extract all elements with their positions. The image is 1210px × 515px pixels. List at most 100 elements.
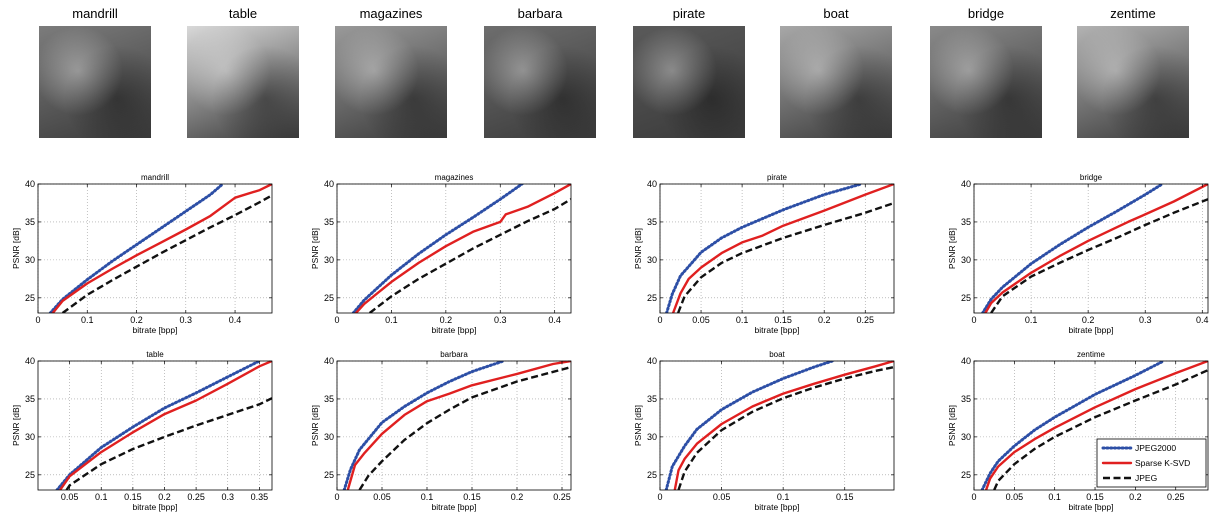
- x-tick-label: 0.2: [1129, 492, 1142, 502]
- y-tick-label: 25: [25, 470, 35, 480]
- series-sparse-k-svd: [58, 361, 272, 490]
- y-axis-label: PSNR [dB]: [947, 405, 957, 446]
- x-axis-label: bitrate [bpp]: [1069, 502, 1114, 512]
- series-jpeg2000: [48, 184, 225, 313]
- thumbnail-barbara: barbara: [481, 6, 599, 138]
- series-group: [981, 184, 1208, 313]
- series-sparse-k-svd: [51, 184, 272, 313]
- x-axis-label: bitrate [bpp]: [432, 502, 477, 512]
- y-tick-label: 30: [961, 255, 971, 265]
- plot-title: mandrill: [141, 173, 169, 182]
- x-axis-label: bitrate [bpp]: [1069, 325, 1114, 335]
- legend-label: JPEG: [1135, 473, 1157, 483]
- x-tick-label: 0.3: [180, 315, 193, 325]
- y-tick-label: 35: [647, 394, 657, 404]
- plot-zentime: 0 0.05 0.1 0.15 0.2 0.25 25 30 35 40 zentime bitrat…: [947, 350, 1209, 512]
- x-tick-label: 0.05: [1006, 492, 1024, 502]
- series-jpeg: [677, 365, 894, 490]
- x-tick-label: 0.25: [1167, 492, 1185, 502]
- y-axis-label: PSNR [dB]: [11, 405, 21, 446]
- thumbnail-label: pirate: [672, 6, 706, 21]
- y-axis-label: PSNR [dB]: [633, 405, 643, 446]
- thumbnail-bridge: bridge: [927, 6, 1045, 138]
- x-tick-label: 0.15: [774, 315, 792, 325]
- y-tick-label: 40: [647, 179, 657, 189]
- thumbnail-table: table: [184, 6, 302, 138]
- y-tick-label: 40: [647, 356, 657, 366]
- thumbnail-label: magazines: [359, 6, 423, 21]
- y-tick-label: 35: [324, 394, 334, 404]
- series-group: [351, 184, 571, 313]
- series-jpeg: [65, 397, 272, 490]
- x-tick-label: 0.1: [385, 315, 398, 325]
- plot-title: boat: [769, 350, 785, 359]
- y-tick-label: 25: [961, 293, 971, 303]
- series-jpeg: [61, 194, 272, 313]
- x-tick-label: 0.4: [229, 315, 242, 325]
- y-tick-label: 30: [324, 255, 334, 265]
- y-axis-label: PSNR [dB]: [633, 228, 643, 269]
- y-tick-label: 40: [324, 179, 334, 189]
- plot-barbara: 0 0.05 0.1 0.15 0.2 0.25 25 30 35 40 barbara bitrat…: [310, 350, 572, 512]
- y-tick-label: 40: [961, 356, 971, 366]
- y-tick-label: 35: [961, 394, 971, 404]
- series-jpeg: [676, 201, 894, 313]
- axes-box: [336, 360, 572, 491]
- y-tick-label: 30: [961, 432, 971, 442]
- series-group: [980, 361, 1208, 490]
- x-tick-label: 0.2: [440, 315, 453, 325]
- x-tick-label: 0: [971, 492, 976, 502]
- x-tick-label: 0.1: [421, 492, 434, 502]
- series-jpeg2000: [981, 184, 1164, 313]
- series-jpeg2000: [980, 361, 1166, 490]
- x-axis-label: bitrate [bpp]: [133, 502, 178, 512]
- plot-pirate: 0 0.05 0.1 0.15 0.2 0.25 25 30 35 40 pirate bitrate…: [633, 173, 895, 335]
- series-group: [48, 184, 272, 313]
- series-jpeg: [358, 365, 571, 490]
- axes-box: [336, 183, 572, 314]
- series-group: [665, 184, 894, 313]
- y-tick-label: 25: [25, 293, 35, 303]
- legend-label: Sparse K-SVD: [1135, 458, 1190, 468]
- thumbnail-zentime: zentime: [1074, 6, 1192, 138]
- series-jpeg2000: [55, 361, 261, 490]
- axes-box: [973, 360, 1209, 491]
- y-tick-label: 25: [647, 293, 657, 303]
- y-tick-label: 30: [324, 432, 334, 442]
- thumbnail-pirate: pirate: [630, 6, 748, 138]
- x-tick-label: 0.1: [1048, 492, 1061, 502]
- x-tick-label: 0.05: [373, 492, 391, 502]
- y-tick-label: 35: [961, 217, 971, 227]
- y-tick-label: 30: [647, 432, 657, 442]
- y-tick-label: 30: [25, 255, 35, 265]
- magazines-pile-image: [335, 26, 447, 138]
- x-axis-label: bitrate [bpp]: [755, 502, 800, 512]
- x-axis-label: bitrate [bpp]: [133, 325, 178, 335]
- series-jpeg2000: [351, 184, 524, 313]
- bridge-river-image: [930, 26, 1042, 138]
- x-tick-label: 0.2: [130, 315, 143, 325]
- plot-title: zentime: [1077, 350, 1106, 359]
- x-tick-label: 0.2: [158, 492, 171, 502]
- axes-box: [659, 183, 895, 314]
- legend: JPEG2000 Sparse K-SVD JPEG: [1096, 438, 1207, 488]
- x-tick-label: 0.1: [81, 315, 94, 325]
- thumbnail-strip: mandrill table magazines barbara pirate boat b…: [0, 0, 1210, 150]
- axes-box: [659, 360, 895, 491]
- y-axis-label: PSNR [dB]: [11, 228, 21, 269]
- plot-mandrill: 0 0.1 0.2 0.3 0.4 25 30 35 40 mandrill bitrate [bp…: [11, 173, 273, 335]
- thumbnail-label: boat: [823, 6, 849, 21]
- thumbnail-boat: boat: [777, 6, 895, 138]
- axes-box: [37, 360, 273, 491]
- y-tick-label: 30: [25, 432, 35, 442]
- axes-box: [37, 183, 273, 314]
- x-tick-label: 0.05: [692, 315, 710, 325]
- bicycle-wheel-still-life-image: [187, 26, 299, 138]
- x-tick-label: 0.05: [713, 492, 731, 502]
- thumbnail-label: bridge: [967, 6, 1005, 21]
- y-tick-label: 35: [647, 217, 657, 227]
- y-tick-label: 40: [324, 356, 334, 366]
- y-tick-label: 25: [961, 470, 971, 480]
- y-tick-label: 35: [324, 217, 334, 227]
